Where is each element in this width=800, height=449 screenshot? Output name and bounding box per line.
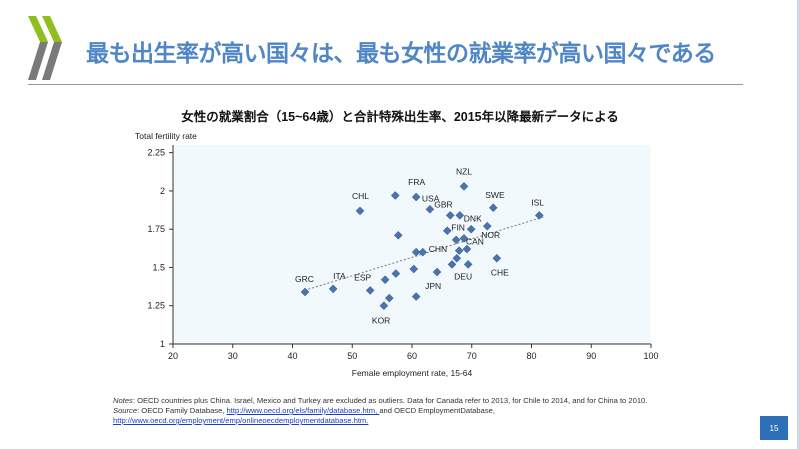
x-tick-label: 30 xyxy=(228,351,238,361)
data-point xyxy=(488,203,498,213)
data-point xyxy=(534,211,544,220)
point-label-chn: CHN xyxy=(429,244,447,254)
oecd-logo xyxy=(28,16,62,80)
x-tick-label: 40 xyxy=(287,351,297,361)
x-tick-label: 80 xyxy=(526,351,536,361)
chart-notes: Notes: OECD countries plus China. Israel… xyxy=(113,396,673,426)
data-point xyxy=(462,244,472,254)
data-point xyxy=(445,211,455,220)
data-point xyxy=(411,247,421,257)
point-label-can: CAN xyxy=(466,236,484,246)
point-label-esp: ESP xyxy=(354,272,371,282)
chart-title: 女性の就業割合（15~64歳）と合計特殊出生率、2015年以降最新データによる xyxy=(181,110,619,124)
point-label-isl: ISL xyxy=(531,197,544,207)
x-tick-label: 20 xyxy=(168,351,178,361)
data-point xyxy=(355,206,365,216)
data-point xyxy=(328,284,338,294)
y-tick-label: 1.25 xyxy=(147,301,165,311)
data-point xyxy=(459,181,469,191)
y-tick-label: 1.5 xyxy=(152,262,165,272)
data-point xyxy=(425,204,435,214)
point-label-nor: NOR xyxy=(481,230,500,240)
data-point xyxy=(418,247,428,257)
y-tick-label: 1.75 xyxy=(147,224,165,234)
point-label-swe: SWE xyxy=(485,190,505,200)
source-label: Source xyxy=(113,406,138,415)
employment-database-link[interactable]: http://www.oecd.org/employment/emp/onlin… xyxy=(113,416,369,425)
point-label-deu: DEU xyxy=(454,271,472,281)
data-point xyxy=(455,211,465,220)
data-point xyxy=(411,192,421,202)
point-label-fra: FRA xyxy=(408,177,425,187)
point-label-grc: GRC xyxy=(295,274,314,284)
point-label-kor: KOR xyxy=(372,316,390,326)
data-point xyxy=(300,287,310,297)
data-point xyxy=(466,224,476,234)
point-label-chl: CHL xyxy=(352,191,369,201)
y-tick-label: 1 xyxy=(160,339,165,349)
source-text-2: and OECD EmploymentDatabase, xyxy=(379,406,495,415)
point-label-fin: FIN xyxy=(451,223,465,233)
data-point xyxy=(380,275,390,285)
plot-area xyxy=(173,145,651,344)
title-divider xyxy=(28,84,743,85)
y-tick-label: 2 xyxy=(160,186,165,196)
y-axis-label: Total fertility rate xyxy=(135,131,197,141)
data-point xyxy=(432,267,442,277)
page-number: 15 xyxy=(760,416,788,440)
notes-text: : OECD countries plus China. Israel, Mex… xyxy=(132,396,648,405)
data-point xyxy=(391,269,401,278)
data-point xyxy=(447,260,457,269)
data-point xyxy=(390,191,400,200)
x-tick-label: 100 xyxy=(643,351,658,361)
source-text: : OECD Family Database, xyxy=(137,406,227,415)
point-label-jpn: JPN xyxy=(425,281,441,291)
data-point xyxy=(442,226,452,236)
x-tick-label: 60 xyxy=(407,351,417,361)
point-label-gbr: GBR xyxy=(434,199,452,209)
notes-label: Notes xyxy=(113,396,133,405)
data-point xyxy=(384,293,394,303)
point-label-ita: ITA xyxy=(333,271,346,281)
data-point xyxy=(452,253,462,263)
data-point xyxy=(492,253,502,263)
data-point xyxy=(451,235,461,245)
data-point xyxy=(411,292,421,301)
x-tick-label: 90 xyxy=(586,351,596,361)
data-point xyxy=(482,221,492,231)
data-point xyxy=(463,260,473,269)
data-point xyxy=(459,234,469,243)
x-tick-label: 70 xyxy=(467,351,477,361)
point-label-nzl: NZL xyxy=(456,166,472,176)
point-label-usa: USA xyxy=(422,193,440,203)
y-tick-label: 2.25 xyxy=(147,148,165,158)
data-point xyxy=(454,246,464,255)
data-point xyxy=(409,264,419,274)
data-point xyxy=(365,286,375,295)
data-point xyxy=(379,301,389,311)
family-database-link[interactable]: http://www.oecd.org/els/family/database.… xyxy=(226,406,380,415)
point-label-che: CHE xyxy=(491,267,509,277)
point-label-dnk: DNK xyxy=(464,213,482,223)
window-edge xyxy=(797,0,800,449)
x-axis-label: Female employment rate, 15-64 xyxy=(352,368,473,378)
slide-title: 最も出生率が高い国々は、最も女性の就業率が高い国々である xyxy=(86,40,716,66)
data-point xyxy=(393,230,403,240)
x-tick-label: 50 xyxy=(347,351,357,361)
